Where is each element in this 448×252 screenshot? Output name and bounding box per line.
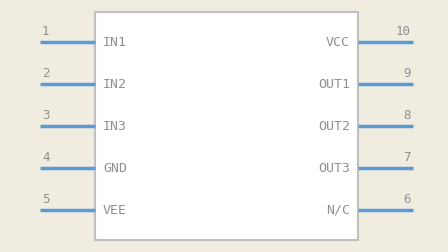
Text: OUT3: OUT3 — [318, 162, 350, 174]
Text: 10: 10 — [396, 25, 411, 38]
Text: OUT1: OUT1 — [318, 78, 350, 90]
Text: IN3: IN3 — [103, 119, 127, 133]
Text: IN2: IN2 — [103, 78, 127, 90]
Text: VEE: VEE — [103, 204, 127, 216]
Text: N/C: N/C — [326, 204, 350, 216]
Text: GND: GND — [103, 162, 127, 174]
Text: IN1: IN1 — [103, 36, 127, 48]
Text: 1: 1 — [42, 25, 49, 38]
Text: 9: 9 — [404, 67, 411, 80]
Text: 7: 7 — [404, 151, 411, 164]
Text: 4: 4 — [42, 151, 49, 164]
Text: 3: 3 — [42, 109, 49, 122]
Text: 2: 2 — [42, 67, 49, 80]
Text: 5: 5 — [42, 193, 49, 206]
Bar — [95, 12, 358, 240]
Text: OUT2: OUT2 — [318, 119, 350, 133]
Text: 8: 8 — [404, 109, 411, 122]
Text: 6: 6 — [404, 193, 411, 206]
Text: VCC: VCC — [326, 36, 350, 48]
